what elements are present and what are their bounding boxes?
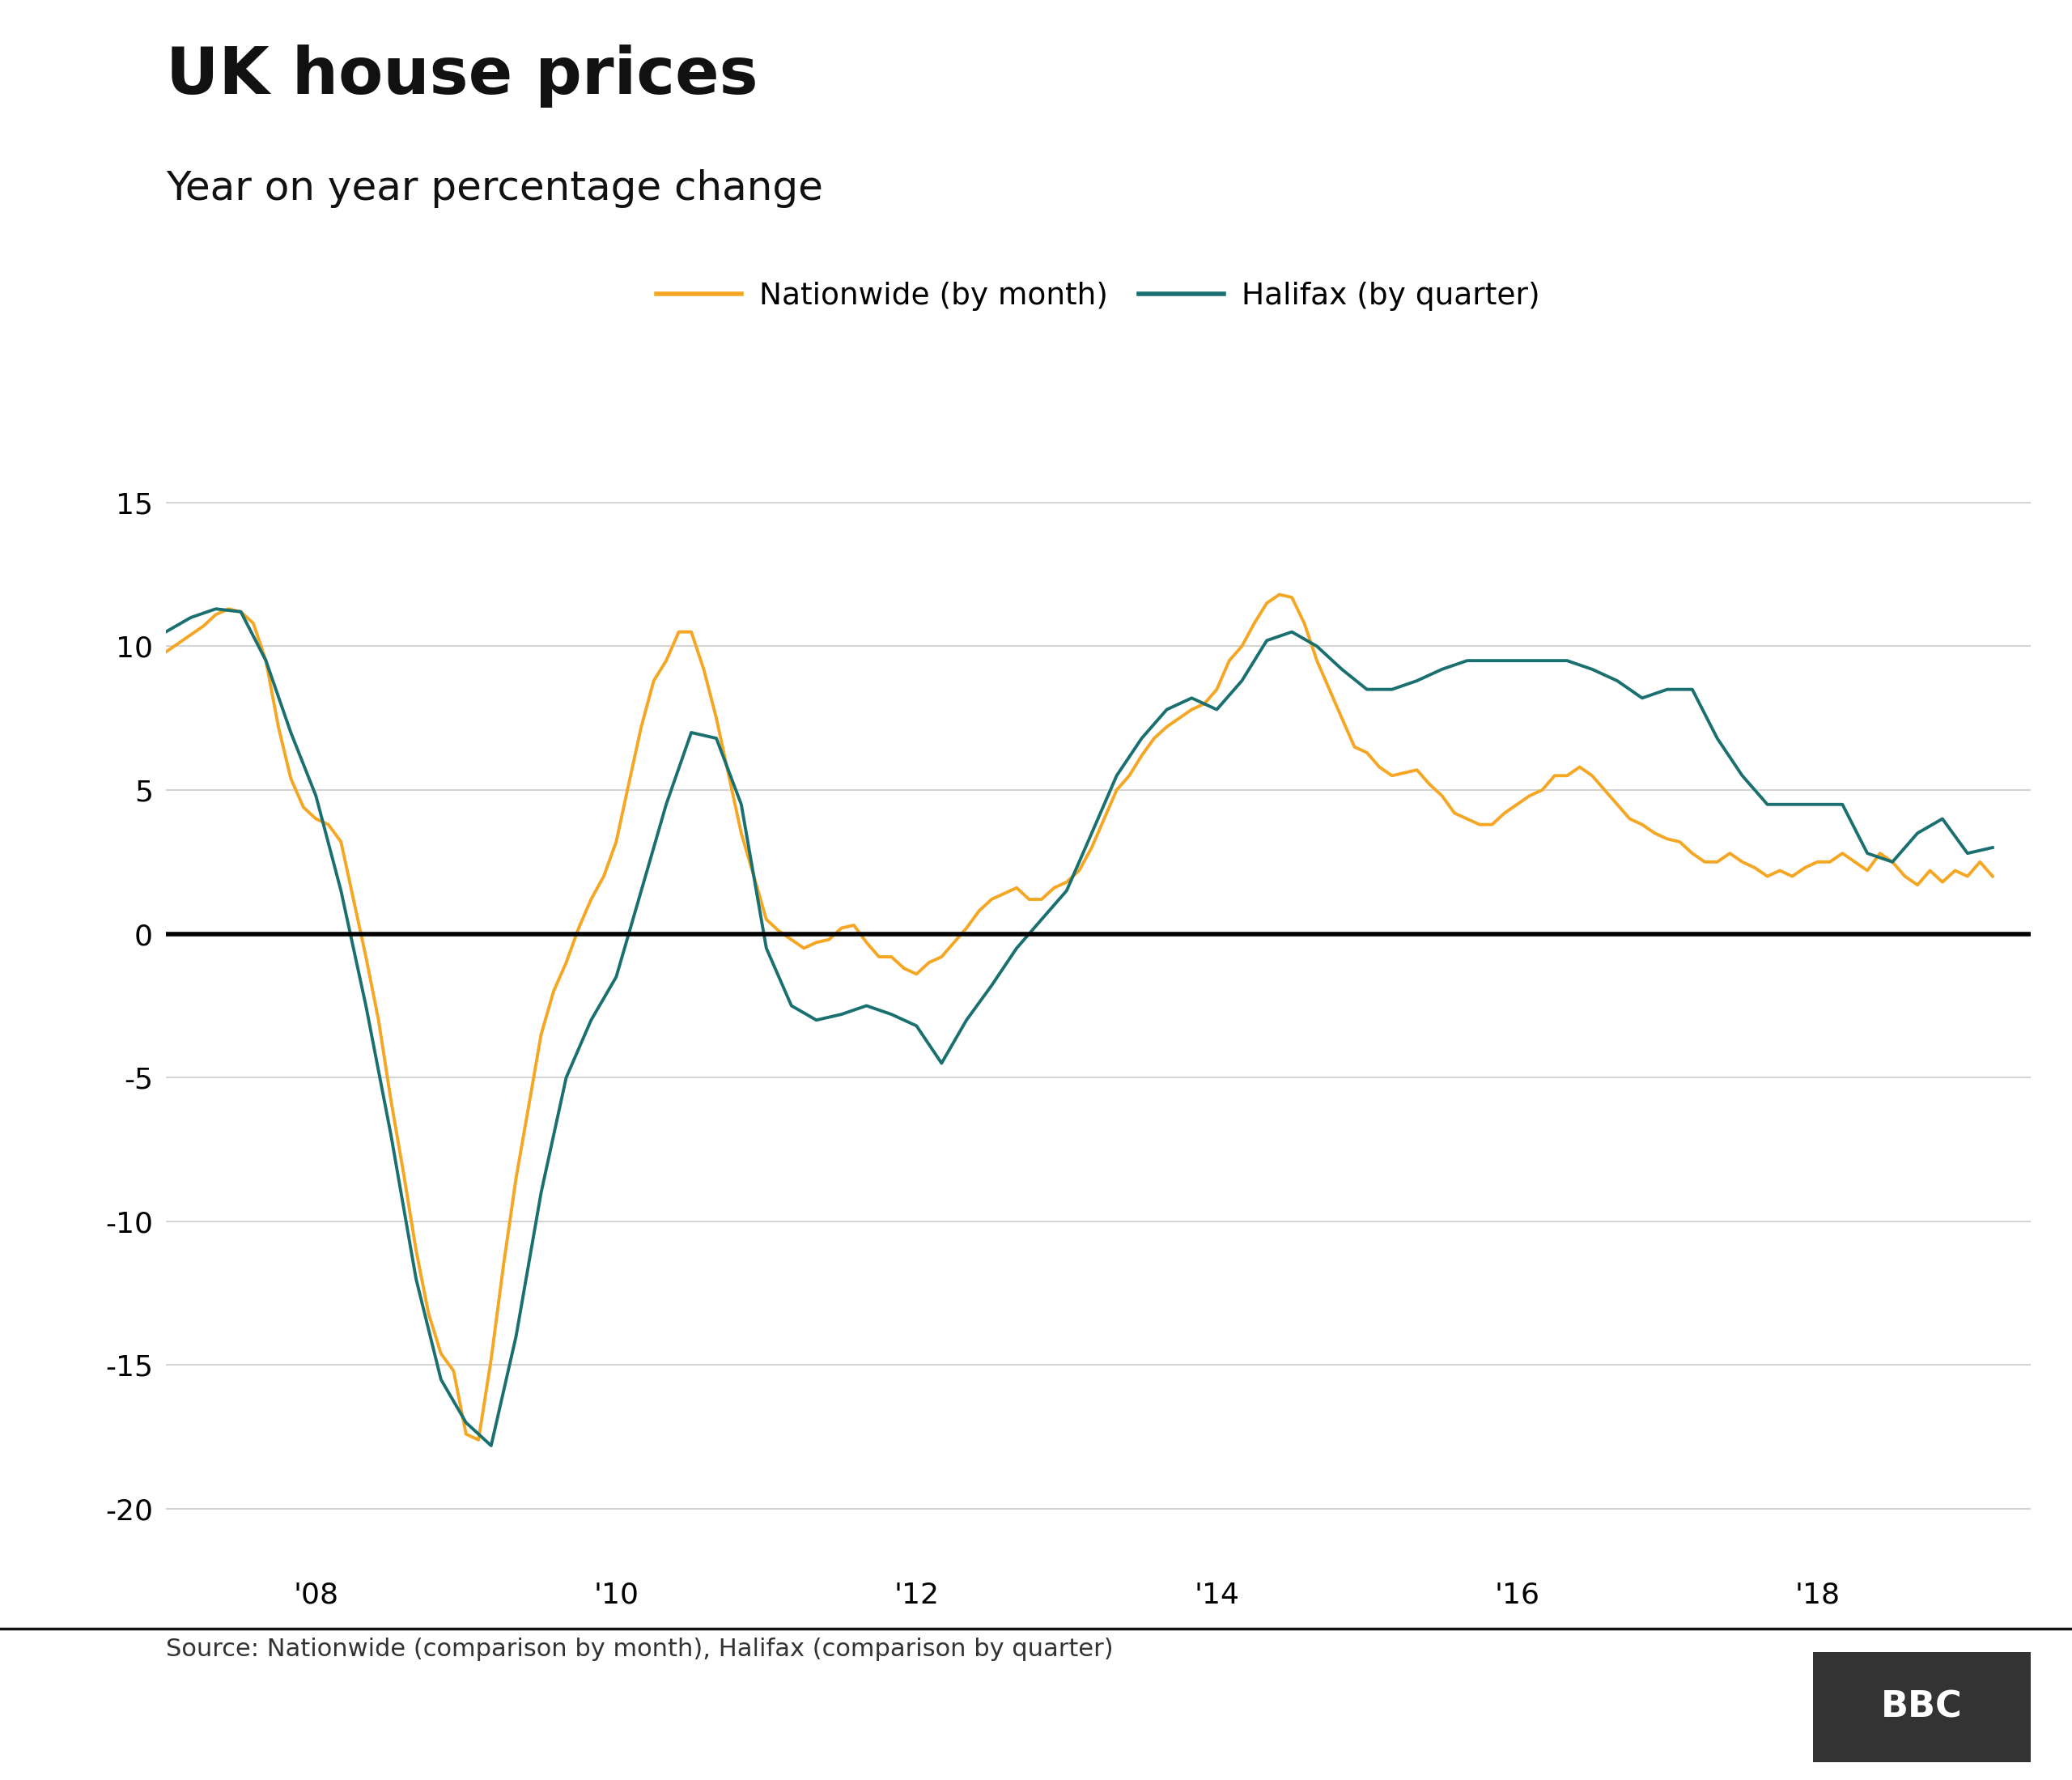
Legend: Nationwide (by month), Halifax (by quarter): Nationwide (by month), Halifax (by quart… xyxy=(644,269,1552,322)
Text: Year on year percentage change: Year on year percentage change xyxy=(166,169,823,208)
Text: UK house prices: UK house prices xyxy=(166,44,758,107)
Text: BBC: BBC xyxy=(1881,1689,1962,1725)
Text: Source: Nationwide (comparison by month), Halifax (comparison by quarter): Source: Nationwide (comparison by month)… xyxy=(166,1638,1113,1661)
